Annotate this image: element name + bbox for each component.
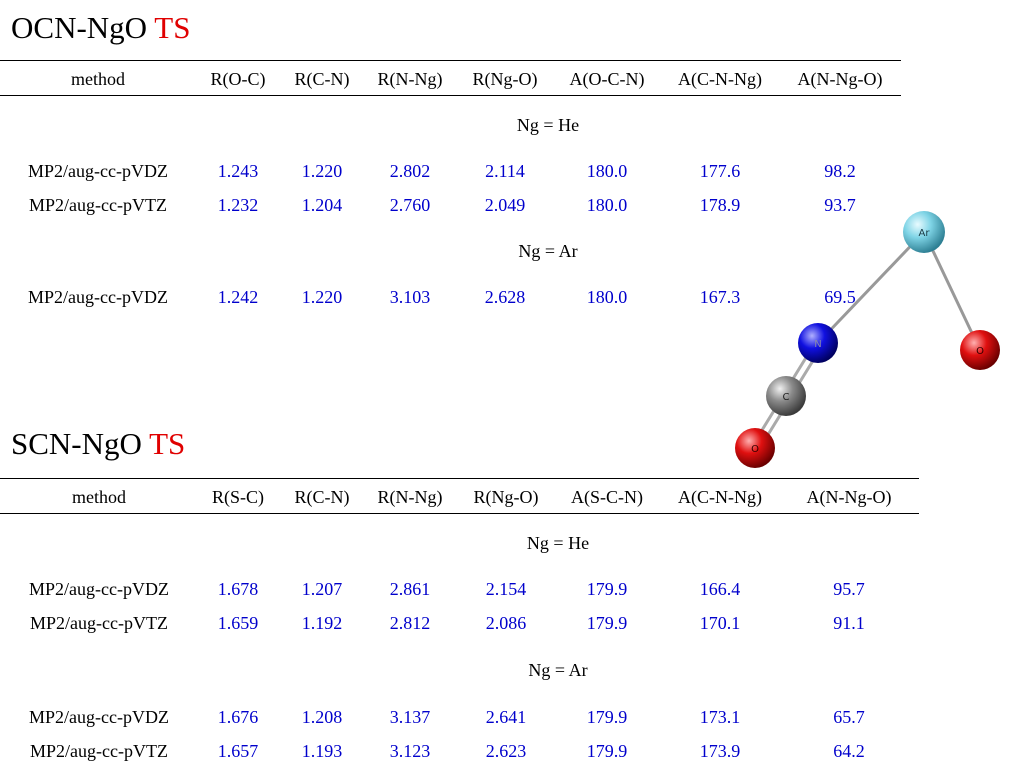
value-cell: 179.9 xyxy=(586,579,628,599)
value-cell: 1.220 xyxy=(301,161,343,181)
value-cell: 170.1 xyxy=(699,613,741,633)
header-cell: method xyxy=(72,487,126,507)
value-cell: 2.623 xyxy=(485,741,527,761)
value-cell: 166.4 xyxy=(699,579,741,599)
header-cell: R(C-N) xyxy=(294,487,350,507)
value-cell: 2.628 xyxy=(484,287,526,307)
ts-label: TS xyxy=(149,426,186,461)
svg-text:O: O xyxy=(751,444,759,455)
table-top-rule xyxy=(0,478,919,479)
table-top-rule xyxy=(0,60,901,61)
group-label: Ng = Ar xyxy=(528,660,588,680)
value-cell: 1.676 xyxy=(217,707,259,727)
value-cell: 69.5 xyxy=(824,287,856,307)
value-cell: 1.207 xyxy=(301,579,343,599)
method-cell: MP2/aug-cc-pVTZ xyxy=(30,613,168,633)
group-label: Ng = He xyxy=(516,115,580,135)
group-label: Ng = He xyxy=(526,533,590,553)
svg-text:Ar: Ar xyxy=(919,228,931,239)
atom-o: O xyxy=(960,330,1000,370)
value-cell: 93.7 xyxy=(824,195,856,215)
table-header-rule xyxy=(0,95,901,96)
value-cell: 95.7 xyxy=(833,579,865,599)
header-cell: R(N-Ng) xyxy=(377,69,443,89)
value-cell: 3.103 xyxy=(389,287,431,307)
value-cell: 1.657 xyxy=(217,741,259,761)
value-cell: 180.0 xyxy=(586,287,628,307)
header-cell: R(Ng-O) xyxy=(472,69,538,89)
header-cell: A(N-Ng-O) xyxy=(797,69,883,89)
value-cell: 2.049 xyxy=(484,195,526,215)
value-cell: 2.641 xyxy=(485,707,527,727)
atom-c: C xyxy=(766,376,806,416)
value-cell: 3.137 xyxy=(389,707,431,727)
table-header-rule xyxy=(0,513,919,514)
method-cell: MP2/aug-cc-pVTZ xyxy=(30,741,168,761)
svg-text:O: O xyxy=(976,346,984,357)
ts-label: TS xyxy=(154,10,191,45)
value-cell: 1.232 xyxy=(217,195,259,215)
header-cell: A(C-N-Ng) xyxy=(678,487,762,507)
svg-text:C: C xyxy=(783,392,790,403)
value-cell: 65.7 xyxy=(833,707,865,727)
value-cell: 173.9 xyxy=(699,741,741,761)
svg-text:N: N xyxy=(814,339,821,350)
value-cell: 1.242 xyxy=(217,287,259,307)
value-cell: 177.6 xyxy=(699,161,741,181)
value-cell: 178.9 xyxy=(699,195,741,215)
value-cell: 1.208 xyxy=(301,707,343,727)
value-cell: 2.802 xyxy=(389,161,431,181)
value-cell: 1.192 xyxy=(301,613,343,633)
header-cell: method xyxy=(71,69,125,89)
value-cell: 1.678 xyxy=(217,579,259,599)
value-cell: 179.9 xyxy=(586,741,628,761)
molecule-structure: Ar O N C O xyxy=(735,211,1000,468)
value-cell: 179.9 xyxy=(586,613,628,633)
value-cell: 2.861 xyxy=(389,579,431,599)
value-cell: 1.220 xyxy=(301,287,343,307)
value-cell: 1.243 xyxy=(217,161,259,181)
value-cell: 91.1 xyxy=(833,613,865,633)
value-cell: 179.9 xyxy=(586,707,628,727)
atom-o: O xyxy=(735,428,775,468)
header-cell: R(Ng-O) xyxy=(473,487,539,507)
header-cell: A(O-C-N) xyxy=(569,69,645,89)
group-label: Ng = Ar xyxy=(518,241,578,261)
value-cell: 98.2 xyxy=(824,161,856,181)
value-cell: 180.0 xyxy=(586,161,628,181)
value-cell: 2.086 xyxy=(485,613,527,633)
header-cell: R(S-C) xyxy=(211,487,265,507)
header-cell: R(C-N) xyxy=(294,69,350,89)
header-cell: R(N-Ng) xyxy=(377,487,443,507)
table-title-scn: SCN-NgO TS xyxy=(11,426,186,461)
header-cell: A(N-Ng-O) xyxy=(806,487,892,507)
value-cell: 1.204 xyxy=(301,195,343,215)
value-cell: 3.123 xyxy=(389,741,431,761)
method-cell: MP2/aug-cc-pVDZ xyxy=(29,579,169,599)
atom-n: N xyxy=(798,323,838,363)
atom-ar: Ar xyxy=(903,211,945,253)
header-cell: A(S-C-N) xyxy=(571,487,643,507)
method-cell: MP2/aug-cc-pVDZ xyxy=(29,707,169,727)
method-cell: MP2/aug-cc-pVTZ xyxy=(29,195,167,215)
value-cell: 2.760 xyxy=(389,195,431,215)
value-cell: 64.2 xyxy=(833,741,865,761)
method-cell: MP2/aug-cc-pVDZ xyxy=(28,287,168,307)
value-cell: 2.812 xyxy=(389,613,431,633)
bond-ar-o xyxy=(922,230,982,352)
bonds xyxy=(749,230,982,453)
header-cell: R(O-C) xyxy=(210,69,266,89)
value-cell: 173.1 xyxy=(699,707,741,727)
table-title-ocn: OCN-NgO TS xyxy=(11,10,191,45)
value-cell: 2.114 xyxy=(485,161,525,181)
method-cell: MP2/aug-cc-pVDZ xyxy=(28,161,168,181)
value-cell: 2.154 xyxy=(485,579,527,599)
header-cell: A(C-N-Ng) xyxy=(678,69,762,89)
value-cell: 1.659 xyxy=(217,613,259,633)
value-cell: 180.0 xyxy=(586,195,628,215)
bond-ar-n xyxy=(816,230,926,345)
value-cell: 1.193 xyxy=(301,741,343,761)
value-cell: 167.3 xyxy=(699,287,741,307)
